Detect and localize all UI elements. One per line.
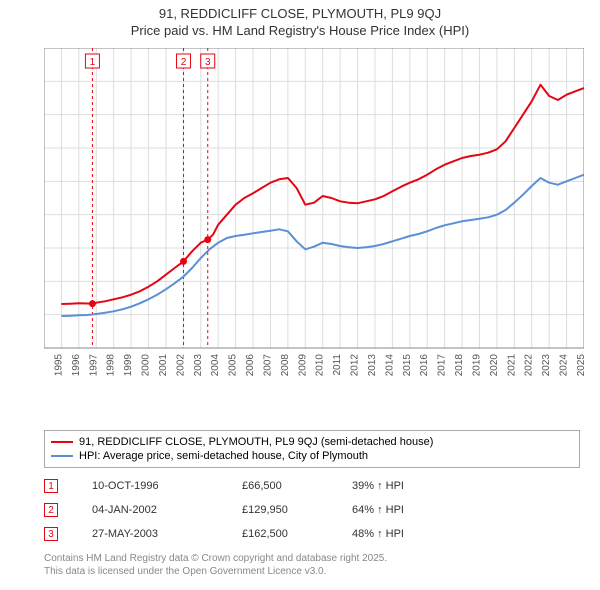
svg-text:1: 1 xyxy=(90,57,96,68)
svg-text:2: 2 xyxy=(181,57,187,68)
sale-date: 10-OCT-1996 xyxy=(92,480,242,492)
svg-text:2015: 2015 xyxy=(402,354,413,377)
chart-area: £0£50K£100K£150K£200K£250K£300K£350K£400… xyxy=(44,48,584,388)
svg-text:1995: 1995 xyxy=(53,354,64,377)
svg-text:2016: 2016 xyxy=(419,354,430,377)
chart-container: 91, REDDICLIFF CLOSE, PLYMOUTH, PL9 9QJ … xyxy=(0,0,600,590)
footer-line-2: This data is licensed under the Open Gov… xyxy=(44,565,387,578)
sale-price: £66,500 xyxy=(242,480,352,492)
sale-hpi: 39% ↑ HPI xyxy=(352,480,462,492)
svg-text:2005: 2005 xyxy=(228,354,239,377)
svg-text:2020: 2020 xyxy=(489,354,500,377)
svg-text:1994: 1994 xyxy=(44,354,47,377)
svg-text:2018: 2018 xyxy=(454,354,465,377)
svg-text:2023: 2023 xyxy=(541,354,552,377)
sale-hpi: 48% ↑ HPI xyxy=(352,528,462,540)
svg-text:2009: 2009 xyxy=(297,354,308,377)
svg-text:3: 3 xyxy=(205,57,211,68)
svg-text:2019: 2019 xyxy=(471,354,482,377)
svg-text:2007: 2007 xyxy=(262,354,273,377)
sale-marker: 1 xyxy=(44,479,58,493)
chart-svg: £0£50K£100K£150K£200K£250K£300K£350K£400… xyxy=(44,48,584,388)
sale-price: £162,500 xyxy=(242,528,352,540)
sales-row: 1 10-OCT-1996£66,50039% ↑ HPI xyxy=(44,474,462,498)
svg-text:1998: 1998 xyxy=(106,354,117,377)
svg-text:2003: 2003 xyxy=(193,354,204,377)
sale-date: 27-MAY-2003 xyxy=(92,528,242,540)
legend-swatch xyxy=(51,441,73,443)
svg-text:2014: 2014 xyxy=(384,354,395,377)
title-line-1: 91, REDDICLIFF CLOSE, PLYMOUTH, PL9 9QJ xyxy=(0,6,600,23)
sale-hpi: 64% ↑ HPI xyxy=(352,504,462,516)
sales-row: 2 04-JAN-2002£129,95064% ↑ HPI xyxy=(44,498,462,522)
svg-text:2024: 2024 xyxy=(559,354,570,377)
svg-text:2017: 2017 xyxy=(437,354,448,377)
legend-label: HPI: Average price, semi-detached house,… xyxy=(79,450,368,462)
svg-text:2000: 2000 xyxy=(141,354,152,377)
title-line-2: Price paid vs. HM Land Registry's House … xyxy=(0,23,600,40)
legend-swatch xyxy=(51,455,73,457)
svg-text:2008: 2008 xyxy=(280,354,291,377)
svg-text:1999: 1999 xyxy=(123,354,134,377)
legend-label: 91, REDDICLIFF CLOSE, PLYMOUTH, PL9 9QJ … xyxy=(79,436,433,448)
legend-row: 91, REDDICLIFF CLOSE, PLYMOUTH, PL9 9QJ … xyxy=(51,435,573,449)
sales-table: 1 10-OCT-1996£66,50039% ↑ HPI 2 04-JAN-2002… xyxy=(44,474,462,546)
legend-box: 91, REDDICLIFF CLOSE, PLYMOUTH, PL9 9QJ … xyxy=(44,430,580,468)
sale-price: £129,950 xyxy=(242,504,352,516)
svg-text:2001: 2001 xyxy=(158,354,169,377)
sales-row: 3 27-MAY-2003£162,50048% ↑ HPI xyxy=(44,522,462,546)
footer-line-1: Contains HM Land Registry data © Crown c… xyxy=(44,552,387,565)
sale-marker: 3 xyxy=(44,527,58,541)
svg-text:2021: 2021 xyxy=(506,354,517,377)
svg-text:2022: 2022 xyxy=(524,354,535,377)
svg-text:2004: 2004 xyxy=(210,354,221,377)
legend-row: HPI: Average price, semi-detached house,… xyxy=(51,449,573,463)
sale-marker: 2 xyxy=(44,503,58,517)
svg-text:2011: 2011 xyxy=(332,354,343,376)
svg-text:1996: 1996 xyxy=(71,354,82,377)
svg-text:2025: 2025 xyxy=(576,354,584,377)
svg-text:2002: 2002 xyxy=(175,354,186,377)
sale-date: 04-JAN-2002 xyxy=(92,504,242,516)
title-block: 91, REDDICLIFF CLOSE, PLYMOUTH, PL9 9QJ … xyxy=(0,0,600,40)
svg-text:2013: 2013 xyxy=(367,354,378,377)
svg-text:2006: 2006 xyxy=(245,354,256,377)
svg-text:2010: 2010 xyxy=(315,354,326,377)
footer-attribution: Contains HM Land Registry data © Crown c… xyxy=(44,552,387,578)
svg-text:1997: 1997 xyxy=(88,354,99,377)
svg-text:2012: 2012 xyxy=(350,354,361,377)
